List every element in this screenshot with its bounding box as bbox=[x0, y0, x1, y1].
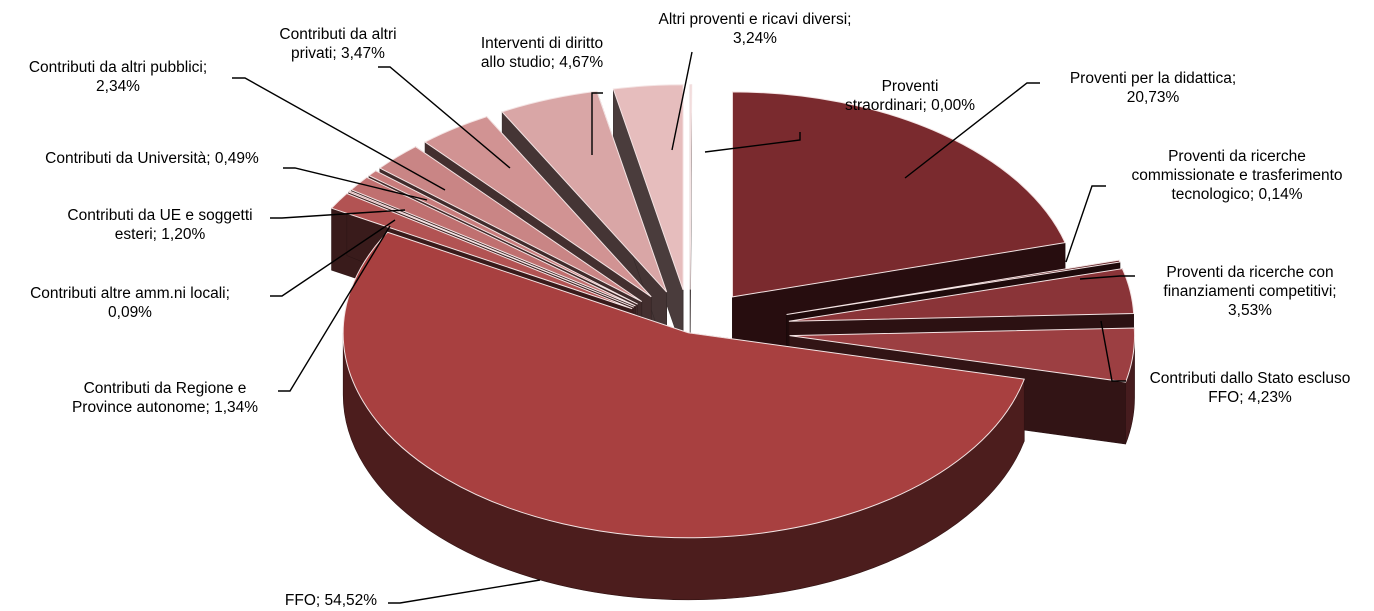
slice-top bbox=[368, 170, 638, 305]
slice-label-text: Contributi da Università; 0,49% bbox=[45, 150, 259, 167]
slice-label: Proventi straordinari; 0,00% bbox=[704, 78, 975, 153]
slice-label-text: Proventi per la didattica; bbox=[1070, 70, 1236, 87]
slice-label: Proventi per la didattica; 20,73% bbox=[904, 70, 1236, 179]
slice-label-text: straordinari; 0,00% bbox=[845, 97, 975, 114]
pie-slice bbox=[689, 84, 693, 352]
slice-label: Contributi da Regione e Province autonome… bbox=[72, 225, 391, 416]
slice-label: Contributi altre amm.ni locali; 0,09% bbox=[30, 219, 396, 321]
slice-label-text: privati; 3,47% bbox=[291, 45, 385, 62]
slice-label-text: FFO; 4,23% bbox=[1208, 389, 1292, 406]
slice-top bbox=[731, 91, 1066, 298]
pie-slice bbox=[342, 231, 1025, 601]
leader-line bbox=[232, 77, 446, 191]
slice-top bbox=[501, 90, 668, 293]
leader-line bbox=[278, 225, 391, 392]
slice-label-text: commissionate e trasferimento bbox=[1131, 167, 1342, 184]
slice-label-text: Province autonome; 1,34% bbox=[72, 399, 258, 416]
slice-label-text: Contributi da Regione e bbox=[84, 380, 247, 397]
leader-line bbox=[283, 167, 428, 201]
slice-top bbox=[424, 116, 652, 298]
slice-top bbox=[786, 259, 1121, 316]
leader-line bbox=[591, 92, 603, 155]
slice-top bbox=[378, 146, 643, 302]
slice-label-text: Interventi di diritto bbox=[481, 35, 603, 52]
slice-top bbox=[789, 327, 1136, 383]
slice-label-text: Altri proventi e ricavi diversi; bbox=[659, 11, 852, 28]
leader-line bbox=[904, 82, 1040, 179]
slice-label-text: allo studio; 4,67% bbox=[481, 54, 604, 71]
slice-label-text: Proventi da ricerche con bbox=[1166, 264, 1333, 281]
slice-top bbox=[347, 190, 635, 308]
slice-label-text: Contributi da altri pubblici; bbox=[29, 59, 207, 76]
slice-label-text: Contributi dallo Stato escluso bbox=[1150, 370, 1351, 387]
slice-label: Contributi da altri privati; 3,47% bbox=[279, 26, 511, 169]
pie-slices bbox=[330, 84, 1136, 601]
slice-label: FFO; 54,52% bbox=[285, 579, 541, 609]
slice-label: Proventi da ricerche con finanziamenti co… bbox=[1079, 264, 1337, 319]
slice-label: Contributi da altri pubblici; 2,34% bbox=[29, 59, 446, 191]
leader-line bbox=[1079, 275, 1135, 280]
slice-label-text: Contributi da altri bbox=[279, 26, 396, 43]
slice-label: Contributi da Università; 0,49% bbox=[45, 150, 428, 201]
slice-label-text: 20,73% bbox=[1127, 89, 1180, 106]
leader-line bbox=[1065, 185, 1106, 263]
slice-label-text: 3,53% bbox=[1228, 302, 1272, 319]
slice-label-text: Proventi bbox=[882, 78, 939, 95]
slice-label-text: 0,09% bbox=[108, 304, 152, 321]
slice-label-text: FFO; 54,52% bbox=[285, 592, 377, 609]
leader-line bbox=[270, 209, 406, 219]
slice-label-text: Contributi altre amm.ni locali; bbox=[30, 285, 230, 302]
slice-label: Altri proventi e ricavi diversi; 3,24% bbox=[659, 11, 852, 151]
slice-top bbox=[788, 268, 1135, 322]
slice-label: Interventi di diritto allo studio; 4,67% bbox=[481, 35, 604, 155]
leader-line bbox=[671, 51, 693, 151]
slice-label-text: finanziamenti competitivi; bbox=[1163, 283, 1336, 300]
slice-label: Contributi da UE e soggetti esteri; 1,20% bbox=[67, 207, 406, 243]
slice-label: Contributi dallo Stato escluso FFO; 4,23% bbox=[1100, 320, 1351, 406]
leader-line bbox=[388, 579, 541, 604]
leader-line bbox=[704, 132, 801, 153]
leader-line bbox=[378, 66, 511, 169]
pie-labels: Proventi per la didattica;20,73%Proventi… bbox=[29, 11, 1351, 609]
leader-line bbox=[1100, 320, 1126, 382]
slice-top bbox=[612, 84, 684, 290]
slice-label: Proventi da ricerche commissionate e tras… bbox=[1065, 148, 1343, 263]
slice-label-text: Contributi da UE e soggetti bbox=[67, 207, 252, 224]
leader-line bbox=[270, 219, 396, 297]
slice-label-text: Proventi da ricerche bbox=[1168, 148, 1306, 165]
slice-top bbox=[330, 192, 633, 310]
slice-label-text: 2,34% bbox=[96, 78, 140, 95]
slice-top bbox=[342, 231, 1025, 539]
slice-label-text: tecnologico; 0,14% bbox=[1172, 186, 1303, 203]
slice-label-text: esteri; 1,20% bbox=[115, 226, 206, 243]
slice-top bbox=[689, 84, 693, 290]
slice-label-text: 3,24% bbox=[733, 30, 777, 47]
